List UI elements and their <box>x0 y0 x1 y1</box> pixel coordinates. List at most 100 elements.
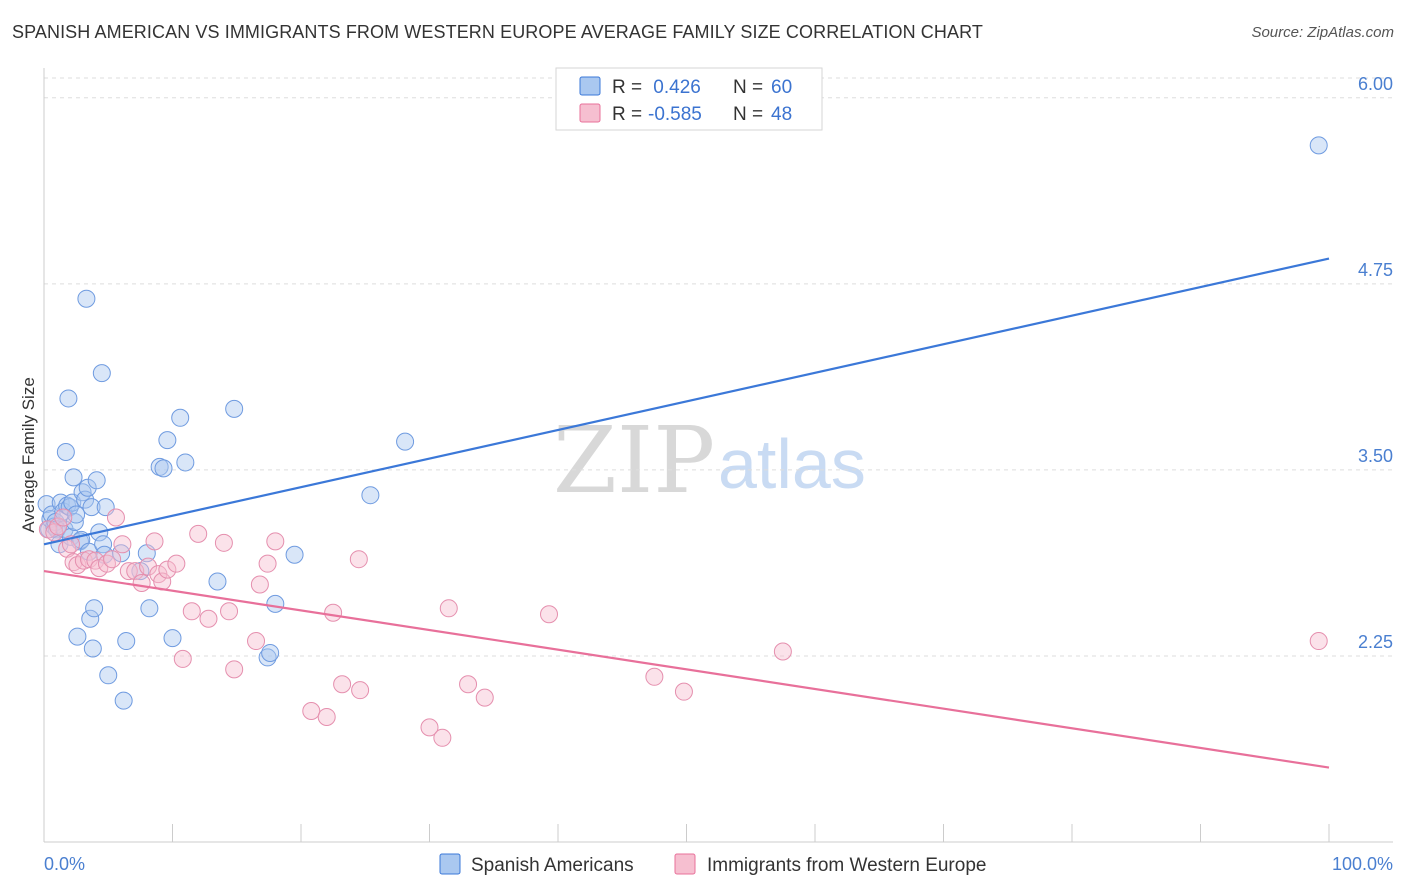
point-spanish-american <box>154 459 173 478</box>
point-western-europe <box>266 532 285 551</box>
legend-swatch-pink <box>579 103 601 123</box>
correlation-legend: R = 0.426 N = 60 R = -0.585 N = 48 <box>555 67 823 131</box>
point-spanish-american <box>77 289 96 308</box>
point-western-europe <box>420 718 439 737</box>
point-western-europe <box>258 554 277 573</box>
x-tick-label-min: 0.0% <box>44 854 85 874</box>
point-spanish-american <box>78 478 97 497</box>
point-western-europe <box>79 550 98 569</box>
legend-n-value-1: 60 <box>771 77 792 98</box>
point-spanish-american <box>79 542 98 561</box>
chart-title: SPANISH AMERICAN VS IMMIGRANTS FROM WEST… <box>12 22 983 42</box>
point-spanish-american <box>158 431 177 450</box>
point-western-europe <box>145 532 164 551</box>
point-spanish-american <box>117 632 136 651</box>
point-spanish-american <box>85 599 104 618</box>
point-spanish-american <box>176 453 195 472</box>
point-western-europe <box>139 557 158 576</box>
point-spanish-american <box>285 545 304 564</box>
y-tick-label: 4.75 <box>1358 260 1393 280</box>
point-spanish-american <box>56 443 75 462</box>
legend-r-label-1: R = <box>612 77 642 98</box>
point-spanish-american <box>114 691 133 710</box>
point-western-europe <box>167 554 186 573</box>
point-spanish-american <box>208 572 227 591</box>
source-label: Source: ZipAtlas.com <box>1251 24 1394 41</box>
point-western-europe <box>54 508 73 527</box>
trend-lines <box>43 257 1330 769</box>
watermark-atlas: atlas <box>718 425 866 503</box>
axes <box>43 68 1393 843</box>
point-spanish-american <box>112 544 131 563</box>
point-western-europe <box>247 632 266 651</box>
point-western-europe <box>113 535 132 554</box>
point-western-europe <box>1309 632 1328 651</box>
point-spanish-american <box>99 666 118 685</box>
point-western-europe <box>439 599 458 618</box>
point-western-europe <box>645 667 664 686</box>
point-western-europe <box>225 660 244 679</box>
data-points <box>37 136 1328 747</box>
series-legend: Spanish Americans Immigrants from Wester… <box>439 853 986 876</box>
point-western-europe <box>199 609 218 628</box>
point-western-europe <box>158 560 177 579</box>
point-western-europe <box>106 508 125 527</box>
y-tick-labels: 2.25 3.50 4.75 6.00 <box>1358 74 1393 652</box>
y-tick-label: 3.50 <box>1358 446 1393 466</box>
series-legend-swatch-pink <box>674 853 696 875</box>
trend-line-spanish-american <box>43 257 1330 546</box>
legend-r-value-2: -0.585 <box>648 104 702 125</box>
point-western-europe <box>773 642 792 661</box>
point-western-europe <box>220 602 239 621</box>
point-western-europe <box>475 688 494 707</box>
point-western-europe <box>433 728 452 747</box>
point-western-europe <box>349 550 368 569</box>
legend-n-value-2: 48 <box>771 104 792 125</box>
point-spanish-american <box>92 364 111 383</box>
series-legend-label-1: Spanish Americans <box>471 855 634 876</box>
point-spanish-american <box>82 498 101 517</box>
point-western-europe <box>324 603 343 622</box>
point-western-europe <box>302 702 321 721</box>
point-western-europe <box>119 562 138 581</box>
y-tick-label: 2.25 <box>1358 632 1393 652</box>
point-spanish-american <box>87 471 106 490</box>
point-western-europe <box>182 602 201 621</box>
point-spanish-american <box>76 490 95 509</box>
legend-swatch-blue <box>579 76 601 96</box>
point-western-europe <box>540 605 559 624</box>
legend-r-label-2: R = <box>612 104 642 125</box>
point-spanish-american <box>163 629 182 648</box>
point-western-europe <box>173 649 192 668</box>
series-legend-label-2: Immigrants from Western Europe <box>707 855 986 876</box>
point-spanish-american <box>83 639 102 658</box>
point-spanish-american <box>140 599 159 618</box>
trend-line-western-europe <box>43 570 1330 769</box>
legend-r-value-1: 0.426 <box>648 77 701 98</box>
legend-n-label-2: N = <box>733 104 763 125</box>
point-western-europe <box>333 675 352 694</box>
point-spanish-american <box>81 609 100 628</box>
grid-lines <box>44 77 1393 657</box>
point-western-europe <box>459 675 478 694</box>
point-spanish-american <box>37 495 56 514</box>
point-western-europe <box>189 524 208 543</box>
watermark-zip: ZIP <box>553 407 715 514</box>
y-tick-label: 6.00 <box>1358 74 1393 94</box>
point-western-europe <box>317 707 336 726</box>
point-spanish-american <box>361 486 380 505</box>
point-spanish-american <box>65 512 84 531</box>
point-western-europe <box>250 575 269 594</box>
point-spanish-american <box>266 594 285 613</box>
point-spanish-american <box>396 432 415 451</box>
point-spanish-american <box>64 468 83 487</box>
point-spanish-american <box>171 408 190 427</box>
point-western-europe <box>49 517 68 536</box>
point-spanish-american <box>1309 136 1328 155</box>
point-spanish-american <box>59 389 78 408</box>
point-spanish-american <box>68 627 87 646</box>
point-western-europe <box>214 533 233 552</box>
series-legend-swatch-blue <box>439 853 461 875</box>
point-western-europe <box>351 681 370 700</box>
